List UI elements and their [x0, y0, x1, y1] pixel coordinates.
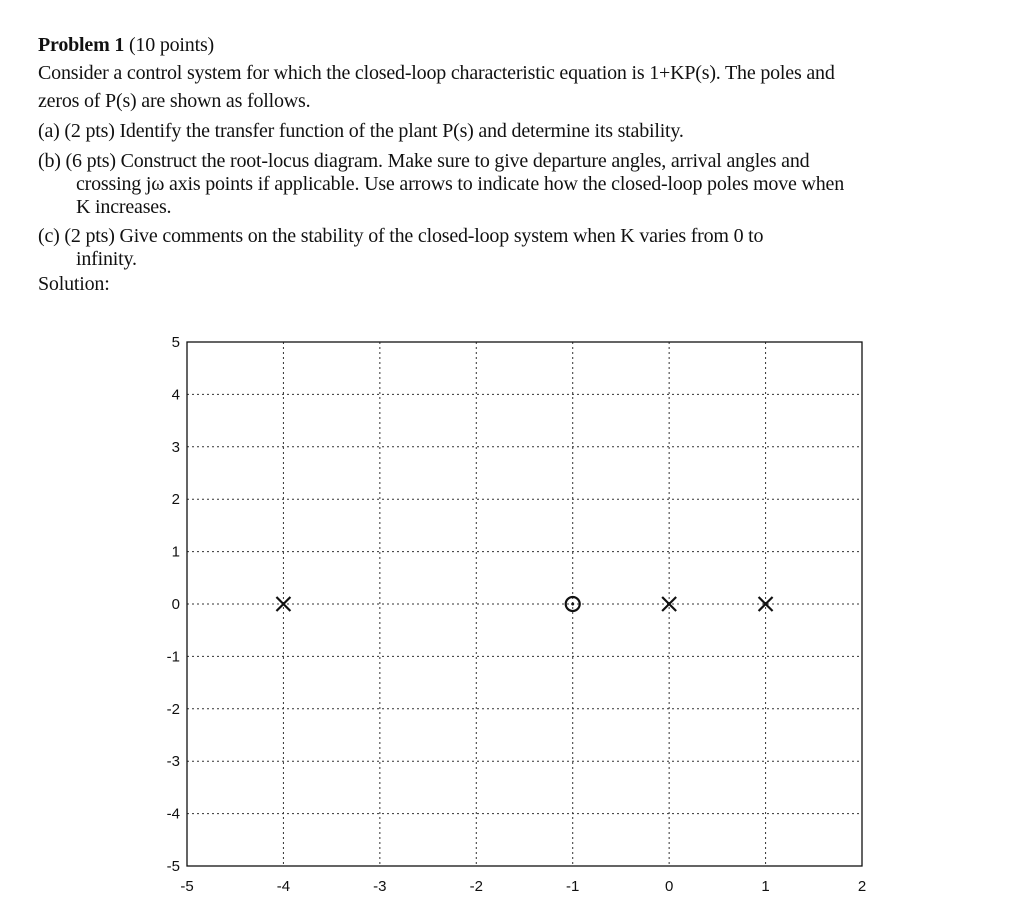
- x-tick-label: -1: [566, 878, 579, 895]
- plot-frame: [186, 341, 863, 867]
- x-tick-label: 2: [858, 878, 866, 895]
- part-a: (a) (2 pts) Identify the transfer functi…: [38, 120, 684, 142]
- pole-marker: [661, 596, 677, 612]
- x-tick-label: -4: [277, 878, 290, 895]
- y-tick-label: -3: [167, 753, 180, 770]
- x-tick-label: -3: [373, 878, 386, 895]
- y-tick-label: 4: [172, 386, 180, 403]
- pole-marker: [275, 596, 292, 612]
- x-tick-label: 0: [665, 878, 673, 895]
- intro-line-2: zeros of P(s) are shown as follows.: [38, 90, 311, 112]
- y-tick-label: -5: [167, 858, 180, 875]
- zero-marker: [564, 595, 581, 613]
- intro-line-1: Consider a control system for which the …: [38, 62, 835, 84]
- y-tick-label: 1: [172, 544, 180, 561]
- y-tick-label: 0: [172, 596, 180, 613]
- y-tick-label: -2: [167, 701, 180, 718]
- problem-heading: Problem 1 (10 points): [38, 34, 214, 57]
- x-tick-label: -5: [180, 878, 193, 895]
- part-b-line-1: (b) (6 pts) Construct the root-locus dia…: [38, 150, 810, 172]
- part-c-line-2: infinity.: [76, 248, 137, 270]
- y-tick-label: -4: [167, 806, 180, 823]
- problem-title: Problem 1: [38, 34, 125, 56]
- y-tick-label: -1: [167, 648, 180, 665]
- part-b-line-3: K increases.: [76, 196, 172, 218]
- y-tick-label: 5: [172, 334, 180, 351]
- x-tick-label: -2: [470, 878, 483, 895]
- x-tick-label: 1: [761, 878, 769, 895]
- y-tick-label: 3: [172, 439, 180, 456]
- y-tick-label: 2: [172, 491, 180, 508]
- problem-points: (10 points): [128, 34, 214, 56]
- solution-label: Solution:: [38, 273, 110, 295]
- zero-center-dot: [571, 602, 575, 606]
- pole-marker: [757, 596, 774, 612]
- part-b-line-2: crossing jω axis points if applicable. U…: [76, 173, 845, 195]
- part-c-line-1: (c) (2 pts) Give comments on the stabili…: [38, 225, 764, 247]
